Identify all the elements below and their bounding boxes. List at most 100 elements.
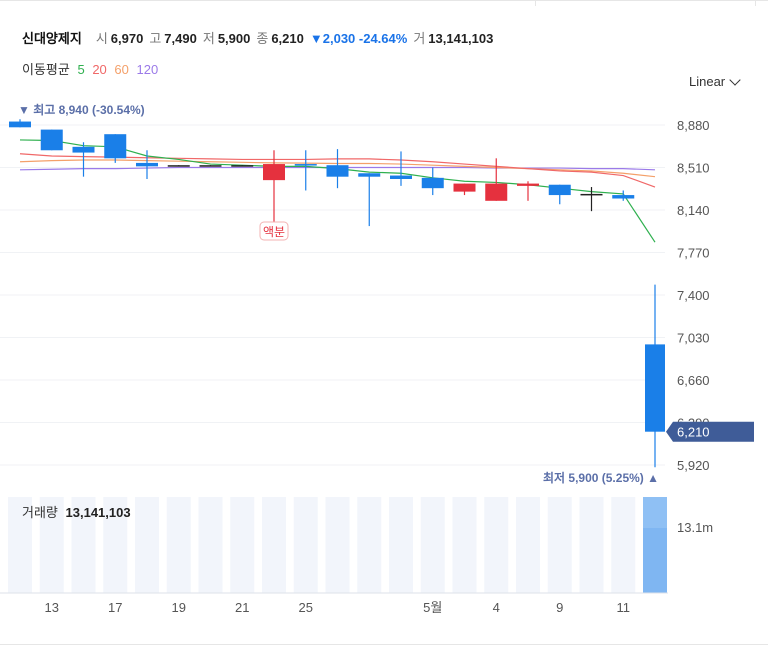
high-value: 7,490 <box>164 31 197 46</box>
volume-bar <box>611 497 636 593</box>
volume-bar <box>135 497 159 593</box>
stock-name: 신대양제지 <box>22 31 82 46</box>
candle-body <box>548 184 571 196</box>
y-tick-label: 7,400 <box>677 288 710 303</box>
y-tick-label: 7,770 <box>677 246 710 261</box>
min-price-marker: 최저 5,900 (5.25%) ▲ <box>543 470 659 485</box>
price-summary: 신대양제지 시 6,970 고 7,490 저 5,900 종 6,210 ▼2… <box>22 28 499 47</box>
close-label: 종 <box>256 31 269 46</box>
candle <box>40 129 63 151</box>
ma-60[interactable]: 60 <box>114 62 129 77</box>
candle-body <box>358 173 381 177</box>
volume-bar <box>8 497 32 593</box>
candle <box>358 173 381 227</box>
candle <box>421 167 444 196</box>
candle-body <box>485 183 508 201</box>
volume-bar <box>516 497 540 593</box>
volume-panel-label: 거래량 13,141,103 <box>22 502 131 521</box>
candle-body <box>72 146 95 153</box>
y-tick-label: 8,140 <box>677 203 710 218</box>
candle <box>453 183 476 196</box>
candle <box>548 184 571 205</box>
candle <box>294 150 317 191</box>
x-tick-label: 5월 <box>423 600 442 615</box>
candle-body <box>390 175 412 179</box>
candle <box>231 165 254 167</box>
candle <box>645 284 665 468</box>
open-label: 시 <box>95 31 108 46</box>
candle-body <box>612 195 635 199</box>
volume-bar <box>39 497 64 593</box>
scale-dropdown[interactable]: Linear <box>689 73 741 89</box>
volume-bar <box>389 497 413 593</box>
volume-bar <box>103 497 128 593</box>
bottom-border <box>0 644 768 645</box>
x-tick-label: 9 <box>556 600 563 615</box>
candle-body <box>517 183 539 186</box>
x-tick-label: 17 <box>108 600 122 615</box>
ma-label: 이동평균 <box>22 62 70 77</box>
volume-bar <box>198 497 223 593</box>
top-border <box>0 0 768 6</box>
candle-body <box>645 344 665 432</box>
candle <box>390 151 412 186</box>
low-value: 5,900 <box>217 31 251 46</box>
candle-body <box>453 183 476 192</box>
candle <box>136 150 158 179</box>
volume-axis-label: 13.1m <box>677 520 713 535</box>
candle-body <box>199 165 222 167</box>
candle <box>485 158 508 201</box>
candle-body <box>104 134 127 159</box>
volume-bar <box>262 497 286 593</box>
candle <box>199 165 222 167</box>
y-tick-label: 8,510 <box>677 161 710 176</box>
candle-body <box>40 129 63 151</box>
volume-short-label: 거 <box>413 31 426 46</box>
x-tick-label: 11 <box>617 600 631 615</box>
candle-body <box>294 164 317 166</box>
volume-bar <box>452 497 477 593</box>
open-value: 6,970 <box>110 31 144 46</box>
last-price-tag <box>666 421 754 442</box>
volume-bar <box>484 497 509 593</box>
scale-label: Linear <box>689 74 726 89</box>
y-tick-label: 5,920 <box>677 458 710 473</box>
y-tick-label: 8,880 <box>677 118 710 133</box>
ma-20[interactable]: 20 <box>92 62 107 77</box>
volume-bar <box>357 497 382 593</box>
volume-bar <box>325 497 350 593</box>
y-tick-label: 7,030 <box>677 331 710 346</box>
y-tick-label: 6,660 <box>677 373 710 388</box>
candle <box>612 190 635 201</box>
volume-bar <box>547 497 572 593</box>
candle-body <box>9 121 31 128</box>
x-tick-label: 21 <box>235 600 249 615</box>
volume-value: 13,141,103 <box>65 505 131 520</box>
candle <box>9 119 31 128</box>
volume-bar <box>230 497 255 593</box>
x-tick-label: 13 <box>45 600 59 615</box>
candle-body <box>580 193 603 196</box>
split-annotation-box <box>259 221 289 241</box>
low-label: 저 <box>202 31 215 46</box>
x-tick-label: 4 <box>493 600 500 615</box>
candle <box>72 142 95 177</box>
candle-body <box>263 164 285 181</box>
candle-body <box>421 177 444 189</box>
max-price-marker: ▼ 최고 8,940 (-30.54%) <box>18 102 145 117</box>
volume-bar <box>71 497 96 593</box>
candle-body <box>231 165 254 167</box>
split-annotation: 액분 <box>263 225 285 239</box>
candle <box>517 181 539 201</box>
candle-body <box>136 162 158 167</box>
last-price-label: 6,210 <box>677 425 710 440</box>
ma-5[interactable]: 5 <box>77 62 85 77</box>
x-tick-label: 25 <box>299 600 313 615</box>
change-value: ▼2,030 -24.64% <box>309 31 408 46</box>
volume-bar <box>166 497 191 593</box>
volume-bar <box>293 497 318 593</box>
x-tick-label: 19 <box>172 600 186 615</box>
ma-120[interactable]: 120 <box>136 62 159 77</box>
volume-label: 거래량 <box>22 505 58 520</box>
